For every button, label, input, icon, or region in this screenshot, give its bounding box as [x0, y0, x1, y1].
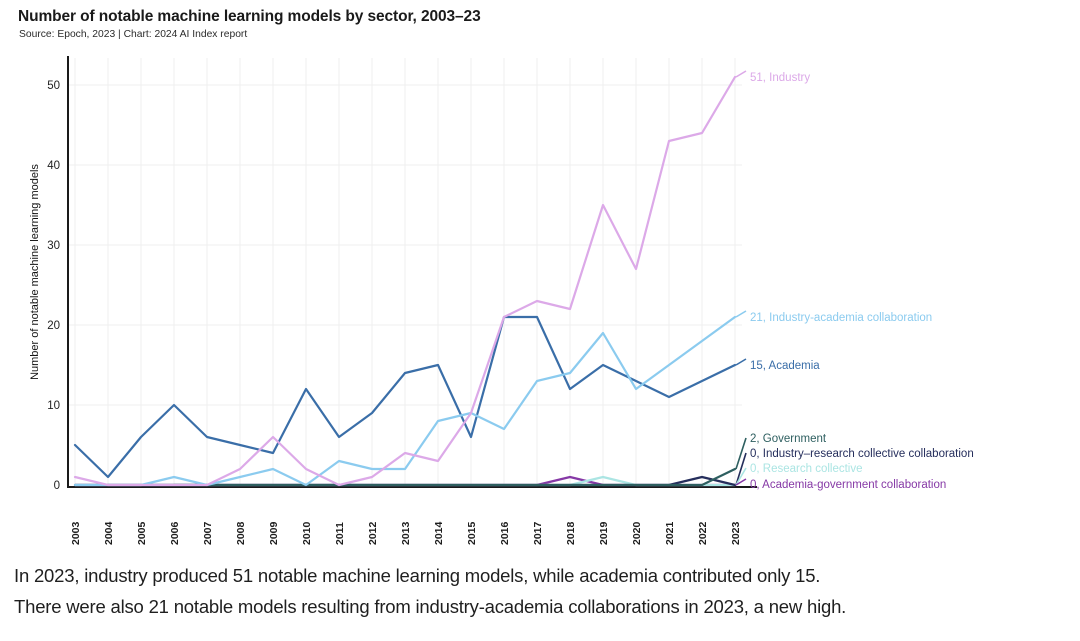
x-tick-label: 2022	[697, 521, 709, 545]
x-tick-label: 2012	[367, 521, 379, 545]
label-leader-line	[735, 70, 747, 78]
series-end-label-research-collective: 0, Research collective	[750, 463, 863, 475]
label-leader-line	[735, 437, 747, 470]
y-tick-label: 50	[47, 80, 60, 92]
chart-caption: In 2023, industry produced 51 notable ma…	[14, 560, 1070, 622]
series-end-label-industry-research-collective-collaboration: 0, Industry–research collective collabor…	[750, 448, 974, 460]
series-end-label-government: 2, Government	[750, 433, 827, 445]
label-leader-line	[735, 478, 747, 486]
x-tick-label: 2004	[103, 521, 115, 545]
y-tick-label: 20	[47, 320, 60, 332]
x-tick-label: 2017	[532, 521, 544, 545]
x-tick-label: 2003	[70, 521, 82, 545]
x-tick-label: 2014	[433, 521, 445, 545]
label-leader-line	[735, 467, 747, 486]
chart-source-line: Source: Epoch, 2023 | Chart: 2024 AI Ind…	[19, 29, 248, 40]
x-tick-label: 2007	[202, 521, 214, 545]
series-line-academia	[73, 315, 737, 479]
y-axis-title: Number of notable machine learning model…	[29, 164, 41, 380]
x-tick-label: 2018	[565, 521, 577, 545]
x-tick-label: 2008	[235, 521, 247, 545]
x-tick-label: 2016	[499, 521, 511, 545]
y-tick-label: 30	[47, 240, 60, 252]
series-line-industry-academia-collaboration	[73, 315, 737, 487]
x-tick-label: 2005	[136, 521, 148, 545]
x-tick-label: 2011	[334, 522, 346, 545]
y-tick-label: 40	[47, 160, 60, 172]
series-end-label-industry: 51, Industry	[750, 72, 810, 84]
series-line-industry	[73, 75, 737, 487]
label-leader-line	[735, 452, 747, 486]
caption-line-1: In 2023, industry produced 51 notable ma…	[14, 565, 821, 586]
x-tick-label: 2006	[169, 521, 181, 545]
series-end-label-industry-academia-collaboration: 21, Industry-academia collaboration	[750, 312, 932, 324]
x-tick-label: 2010	[301, 521, 313, 545]
label-leader-line	[735, 310, 747, 318]
series-end-label-academia-government-collaboration: 0, Academia-government collaboration	[750, 479, 946, 491]
x-tick-label: 2021	[664, 521, 676, 545]
x-tick-label: 2023	[730, 521, 742, 545]
chart-title: Number of notable machine learning model…	[18, 8, 481, 25]
y-tick-label: 0	[54, 480, 60, 492]
series-end-label-academia: 15, Academia	[750, 360, 820, 372]
label-leader-line	[735, 358, 747, 366]
x-tick-label: 2009	[268, 521, 280, 545]
series-line-government	[172, 467, 737, 487]
x-tick-label: 2019	[598, 521, 610, 545]
caption-line-2: There were also 21 notable models result…	[14, 596, 847, 617]
y-tick-label: 10	[47, 400, 60, 412]
x-tick-label: 2013	[400, 521, 412, 545]
x-tick-label: 2015	[466, 521, 478, 545]
x-tick-label: 2020	[631, 521, 643, 545]
